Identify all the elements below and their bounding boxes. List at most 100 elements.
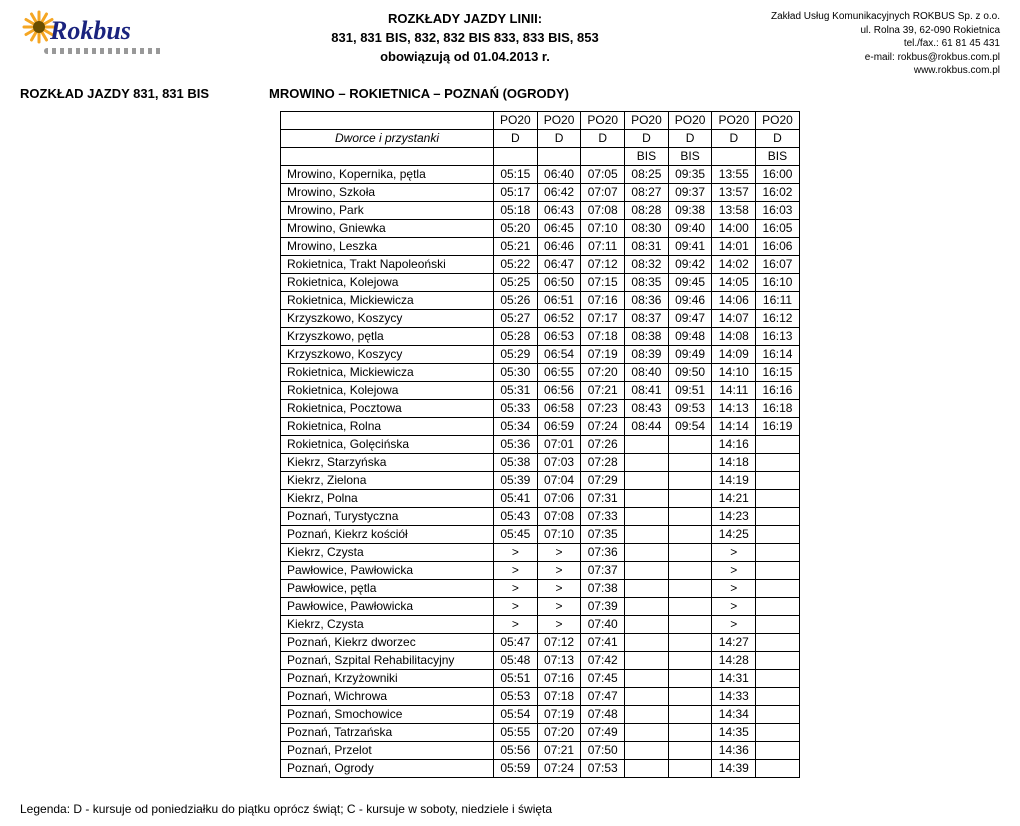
table-row: Kiekrz, Zielona05:3907:0407:2914:19 bbox=[281, 471, 800, 489]
time-cell: 16:05 bbox=[756, 219, 800, 237]
time-cell: D bbox=[537, 129, 581, 147]
time-cell bbox=[668, 651, 712, 669]
table-row: Poznań, Krzyżowniki05:5107:1607:4514:31 bbox=[281, 669, 800, 687]
table-row: Poznań, Kiekrz kościół05:4507:1007:3514:… bbox=[281, 525, 800, 543]
time-cell: 05:47 bbox=[494, 633, 538, 651]
time-cell bbox=[756, 705, 800, 723]
company-line: Zakład Usług Komunikacyjnych ROKBUS Sp. … bbox=[770, 10, 1000, 24]
time-cell: 09:50 bbox=[668, 363, 712, 381]
time-cell: 08:43 bbox=[625, 399, 669, 417]
stop-cell: Kiekrz, Czysta bbox=[281, 543, 494, 561]
time-cell: 05:27 bbox=[494, 309, 538, 327]
time-cell: 14:13 bbox=[712, 399, 756, 417]
title-line-2: 831, 831 BIS, 832, 832 BIS 833, 833 BIS,… bbox=[160, 29, 770, 48]
time-cell: 05:34 bbox=[494, 417, 538, 435]
time-cell: 07:01 bbox=[537, 435, 581, 453]
time-cell: 07:15 bbox=[581, 273, 625, 291]
time-cell: 06:50 bbox=[537, 273, 581, 291]
time-cell: 07:33 bbox=[581, 507, 625, 525]
time-cell: 05:21 bbox=[494, 237, 538, 255]
time-cell: > bbox=[494, 597, 538, 615]
time-cell bbox=[756, 489, 800, 507]
page-header: Rokbus ROZKŁADY JAZDY LINII: 831, 831 BI… bbox=[20, 10, 1000, 78]
time-cell: 06:43 bbox=[537, 201, 581, 219]
table-row: Rokietnica, Golęcińska05:3607:0107:2614:… bbox=[281, 435, 800, 453]
time-cell bbox=[668, 741, 712, 759]
company-line: www.rokbus.com.pl bbox=[770, 64, 1000, 78]
time-cell: 14:06 bbox=[712, 291, 756, 309]
table-row: Mrowino, Kopernika, pętla05:1506:4007:05… bbox=[281, 165, 800, 183]
time-cell: 07:39 bbox=[581, 597, 625, 615]
stop-cell: Kiekrz, Zielona bbox=[281, 471, 494, 489]
time-cell bbox=[756, 759, 800, 777]
stop-cell: Mrowino, Kopernika, pętla bbox=[281, 165, 494, 183]
time-cell: 07:31 bbox=[581, 489, 625, 507]
time-cell: 07:47 bbox=[581, 687, 625, 705]
company-line: e-mail: rokbus@rokbus.com.pl bbox=[770, 51, 1000, 65]
time-cell: D bbox=[625, 129, 669, 147]
stop-cell bbox=[281, 111, 494, 129]
time-cell: 08:36 bbox=[625, 291, 669, 309]
time-cell bbox=[625, 723, 669, 741]
time-cell: 05:38 bbox=[494, 453, 538, 471]
time-cell bbox=[625, 687, 669, 705]
stop-cell: Poznań, Kiekrz kościół bbox=[281, 525, 494, 543]
table-row: Pawłowice, pętla>>07:38> bbox=[281, 579, 800, 597]
time-cell: 07:40 bbox=[581, 615, 625, 633]
time-cell: 07:07 bbox=[581, 183, 625, 201]
table-row: Krzyszkowo, pętla05:2806:5307:1808:3809:… bbox=[281, 327, 800, 345]
time-cell: 16:14 bbox=[756, 345, 800, 363]
time-cell: 09:42 bbox=[668, 255, 712, 273]
time-cell bbox=[625, 705, 669, 723]
time-cell bbox=[756, 651, 800, 669]
time-cell: 16:02 bbox=[756, 183, 800, 201]
time-cell: 05:15 bbox=[494, 165, 538, 183]
time-cell: 05:22 bbox=[494, 255, 538, 273]
time-cell: D bbox=[756, 129, 800, 147]
stop-cell: Poznań, Przelot bbox=[281, 741, 494, 759]
table-row: Poznań, Szpital Rehabilitacyjny05:4807:1… bbox=[281, 651, 800, 669]
time-cell: 14:18 bbox=[712, 453, 756, 471]
time-cell: 06:45 bbox=[537, 219, 581, 237]
stop-cell: Kiekrz, Starzyńska bbox=[281, 453, 494, 471]
time-cell: 06:54 bbox=[537, 345, 581, 363]
time-cell bbox=[668, 561, 712, 579]
time-cell: PO20 bbox=[494, 111, 538, 129]
time-cell: 05:48 bbox=[494, 651, 538, 669]
stop-cell: Poznań, Tatrzańska bbox=[281, 723, 494, 741]
time-cell: 07:13 bbox=[537, 651, 581, 669]
time-cell: 05:33 bbox=[494, 399, 538, 417]
time-cell: 07:08 bbox=[581, 201, 625, 219]
time-cell: 09:49 bbox=[668, 345, 712, 363]
time-cell: 07:19 bbox=[537, 705, 581, 723]
table-row: Poznań, Ogrody05:5907:2407:5314:39 bbox=[281, 759, 800, 777]
time-cell: 07:24 bbox=[537, 759, 581, 777]
table-row: Kiekrz, Starzyńska05:3807:0307:2814:18 bbox=[281, 453, 800, 471]
time-cell: > bbox=[712, 561, 756, 579]
time-cell: 16:10 bbox=[756, 273, 800, 291]
route-label: MROWINO – ROKIETNICA – POZNAŃ (OGRODY) bbox=[269, 86, 569, 101]
time-cell bbox=[668, 543, 712, 561]
time-cell: > bbox=[494, 561, 538, 579]
time-cell bbox=[756, 561, 800, 579]
time-cell bbox=[668, 687, 712, 705]
table-row: Krzyszkowo, Koszycy05:2906:5407:1908:390… bbox=[281, 345, 800, 363]
time-cell bbox=[756, 633, 800, 651]
stop-cell: Poznań, Turystyczna bbox=[281, 507, 494, 525]
time-cell: 07:23 bbox=[581, 399, 625, 417]
time-cell bbox=[625, 561, 669, 579]
time-cell bbox=[625, 543, 669, 561]
time-cell: 05:43 bbox=[494, 507, 538, 525]
time-cell: 09:35 bbox=[668, 165, 712, 183]
time-cell: 05:39 bbox=[494, 471, 538, 489]
time-cell: 14:33 bbox=[712, 687, 756, 705]
time-cell: 07:11 bbox=[581, 237, 625, 255]
time-cell: PO20 bbox=[668, 111, 712, 129]
time-cell: > bbox=[537, 543, 581, 561]
time-cell bbox=[625, 615, 669, 633]
time-cell bbox=[756, 471, 800, 489]
table-row: Poznań, Tatrzańska05:5507:2007:4914:35 bbox=[281, 723, 800, 741]
time-cell bbox=[625, 741, 669, 759]
company-line: tel./fax.: 61 81 45 431 bbox=[770, 37, 1000, 51]
table-row: Poznań, Turystyczna05:4307:0807:3314:23 bbox=[281, 507, 800, 525]
